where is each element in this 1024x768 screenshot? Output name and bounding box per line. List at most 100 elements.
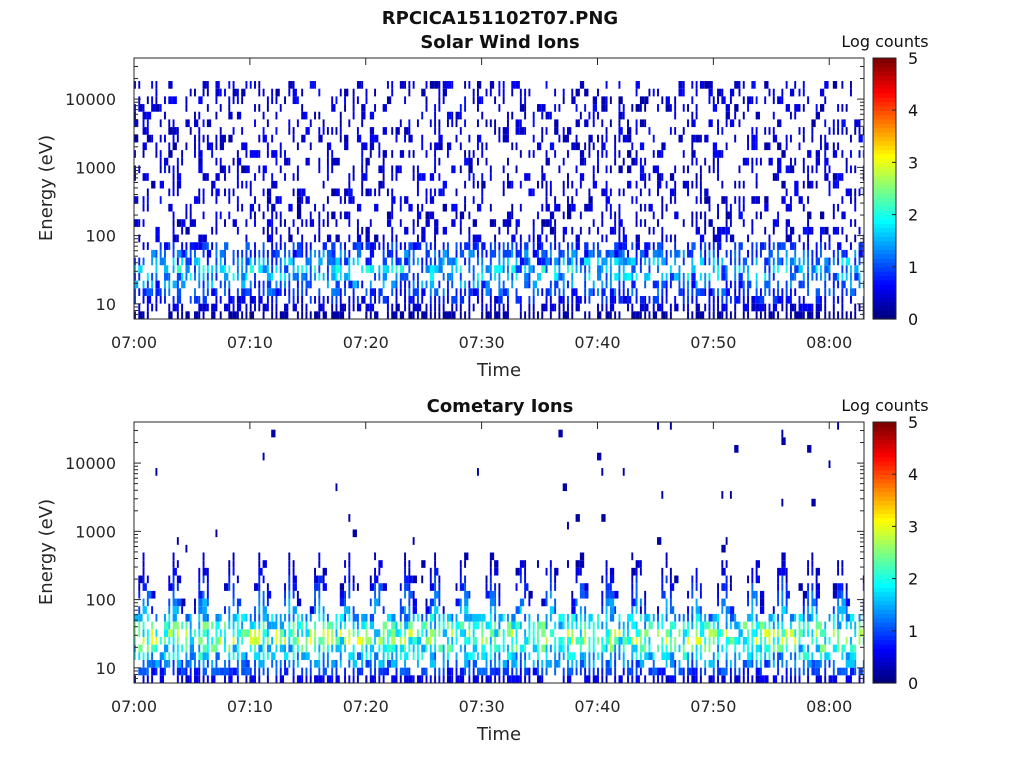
- heatmap-cell: [721, 180, 724, 189]
- heatmap-cell: [742, 81, 745, 89]
- heatmap-cell: [219, 104, 222, 112]
- heatmap-cell: [644, 272, 649, 281]
- heatmap-cell: [747, 157, 750, 166]
- heatmap-cell: [545, 621, 548, 630]
- heatmap-cell: [339, 644, 342, 653]
- heatmap-cell: [425, 621, 428, 630]
- heatmap-cell: [528, 295, 531, 304]
- heatmap-cell: [669, 636, 672, 645]
- heatmap-cell: [352, 575, 355, 584]
- heatmap-cell: [142, 675, 145, 683]
- heatmap-cell: [335, 280, 340, 289]
- heatmap-cell: [476, 652, 479, 660]
- y-axis-label-solar-wind: Energy (eV): [36, 135, 57, 241]
- heatmap-cell: [176, 295, 182, 304]
- heatmap-cell: [849, 188, 852, 197]
- heatmap-cell: [241, 165, 246, 174]
- heatmap-cell: [554, 652, 557, 660]
- heatmap-cell: [172, 265, 175, 273]
- heatmap-cell: [408, 119, 411, 128]
- heatmap-cell: [824, 226, 829, 235]
- heatmap-cell: [622, 621, 625, 630]
- heatmap-cell: [314, 295, 316, 304]
- heatmap-cell: [609, 303, 615, 312]
- heatmap-cell: [644, 257, 647, 266]
- heatmap-cell: [622, 468, 625, 476]
- heatmap-cell: [455, 242, 458, 250]
- heatmap-cell: [232, 598, 235, 607]
- heatmap-cell: [541, 203, 544, 212]
- heatmap-cell: [777, 211, 780, 220]
- heatmap-cell: [669, 575, 672, 584]
- heatmap-cell: [858, 134, 863, 143]
- heatmap-cell: [768, 636, 771, 645]
- heatmap-cell: [841, 280, 846, 289]
- heatmap-cell: [841, 295, 844, 304]
- heatmap-cell: [481, 636, 484, 645]
- heatmap-cell: [438, 629, 441, 637]
- heatmap-cell: [365, 311, 368, 319]
- heatmap-cell: [528, 629, 531, 637]
- heatmap-cell: [717, 590, 719, 599]
- heatmap-cell: [266, 104, 269, 112]
- heatmap-cell: [309, 606, 315, 614]
- heatmap-cell: [644, 280, 647, 289]
- heatmap-cell: [699, 636, 702, 645]
- heatmap-cell: [704, 257, 707, 266]
- heatmap-cell: [292, 188, 295, 197]
- heatmap-cell: [425, 104, 428, 112]
- heatmap-cell: [785, 575, 788, 584]
- heatmap-cell: [369, 295, 372, 304]
- heatmap-cell: [271, 621, 276, 630]
- heatmap-cell: [712, 659, 715, 668]
- heatmap-cell: [224, 265, 226, 273]
- heatmap-cell: [309, 629, 312, 637]
- heatmap-cell: [511, 629, 514, 637]
- heatmap-cell: [429, 81, 435, 89]
- heatmap-cell: [764, 196, 769, 204]
- heatmap-cell: [146, 295, 152, 304]
- heatmap-cell: [326, 257, 332, 266]
- heatmap-cell: [344, 257, 349, 266]
- heatmap-cell: [382, 165, 385, 174]
- heatmap-cell: [275, 613, 278, 622]
- heatmap-cell: [639, 644, 645, 653]
- heatmap-cell: [785, 583, 788, 591]
- heatmap-cell: [421, 288, 426, 296]
- heatmap-cell: [198, 613, 201, 622]
- heatmap-cell: [236, 606, 239, 614]
- heatmap-cell: [511, 621, 516, 630]
- heatmap-cell: [837, 613, 840, 622]
- heatmap-cell: [699, 667, 702, 676]
- heatmap-cell: [412, 636, 417, 645]
- heatmap-cell: [258, 560, 261, 568]
- heatmap-cell: [249, 311, 255, 319]
- heatmap-cell: [717, 203, 719, 212]
- heatmap-cell: [134, 652, 136, 660]
- heatmap-cell: [305, 629, 310, 637]
- heatmap-cell: [236, 111, 242, 120]
- heatmap-cell: [532, 119, 535, 128]
- heatmap-cell: [811, 590, 814, 599]
- heatmap-cell: [361, 652, 364, 660]
- heatmap-cell: [404, 295, 407, 304]
- heatmap-cell: [339, 127, 342, 135]
- colorbar-tick-label: 3: [908, 153, 918, 172]
- heatmap-cell: [687, 104, 689, 112]
- heatmap-cell: [695, 575, 698, 584]
- heatmap-cell: [567, 211, 572, 220]
- heatmap-cell: [622, 226, 625, 235]
- heatmap-cell: [802, 249, 805, 258]
- colorbar-segment: [873, 123, 896, 129]
- heatmap-cell: [138, 583, 141, 591]
- heatmap-cell: [571, 196, 574, 204]
- heatmap-cell: [271, 659, 274, 668]
- heatmap-cell: [348, 211, 351, 220]
- heatmap-cell: [331, 257, 336, 266]
- heatmap-cell: [468, 280, 471, 289]
- heatmap-cell: [854, 303, 857, 312]
- heatmap-cell: [579, 180, 582, 189]
- heatmap-cell: [464, 104, 467, 112]
- heatmap-cell: [309, 242, 312, 250]
- heatmap-cell: [644, 675, 647, 683]
